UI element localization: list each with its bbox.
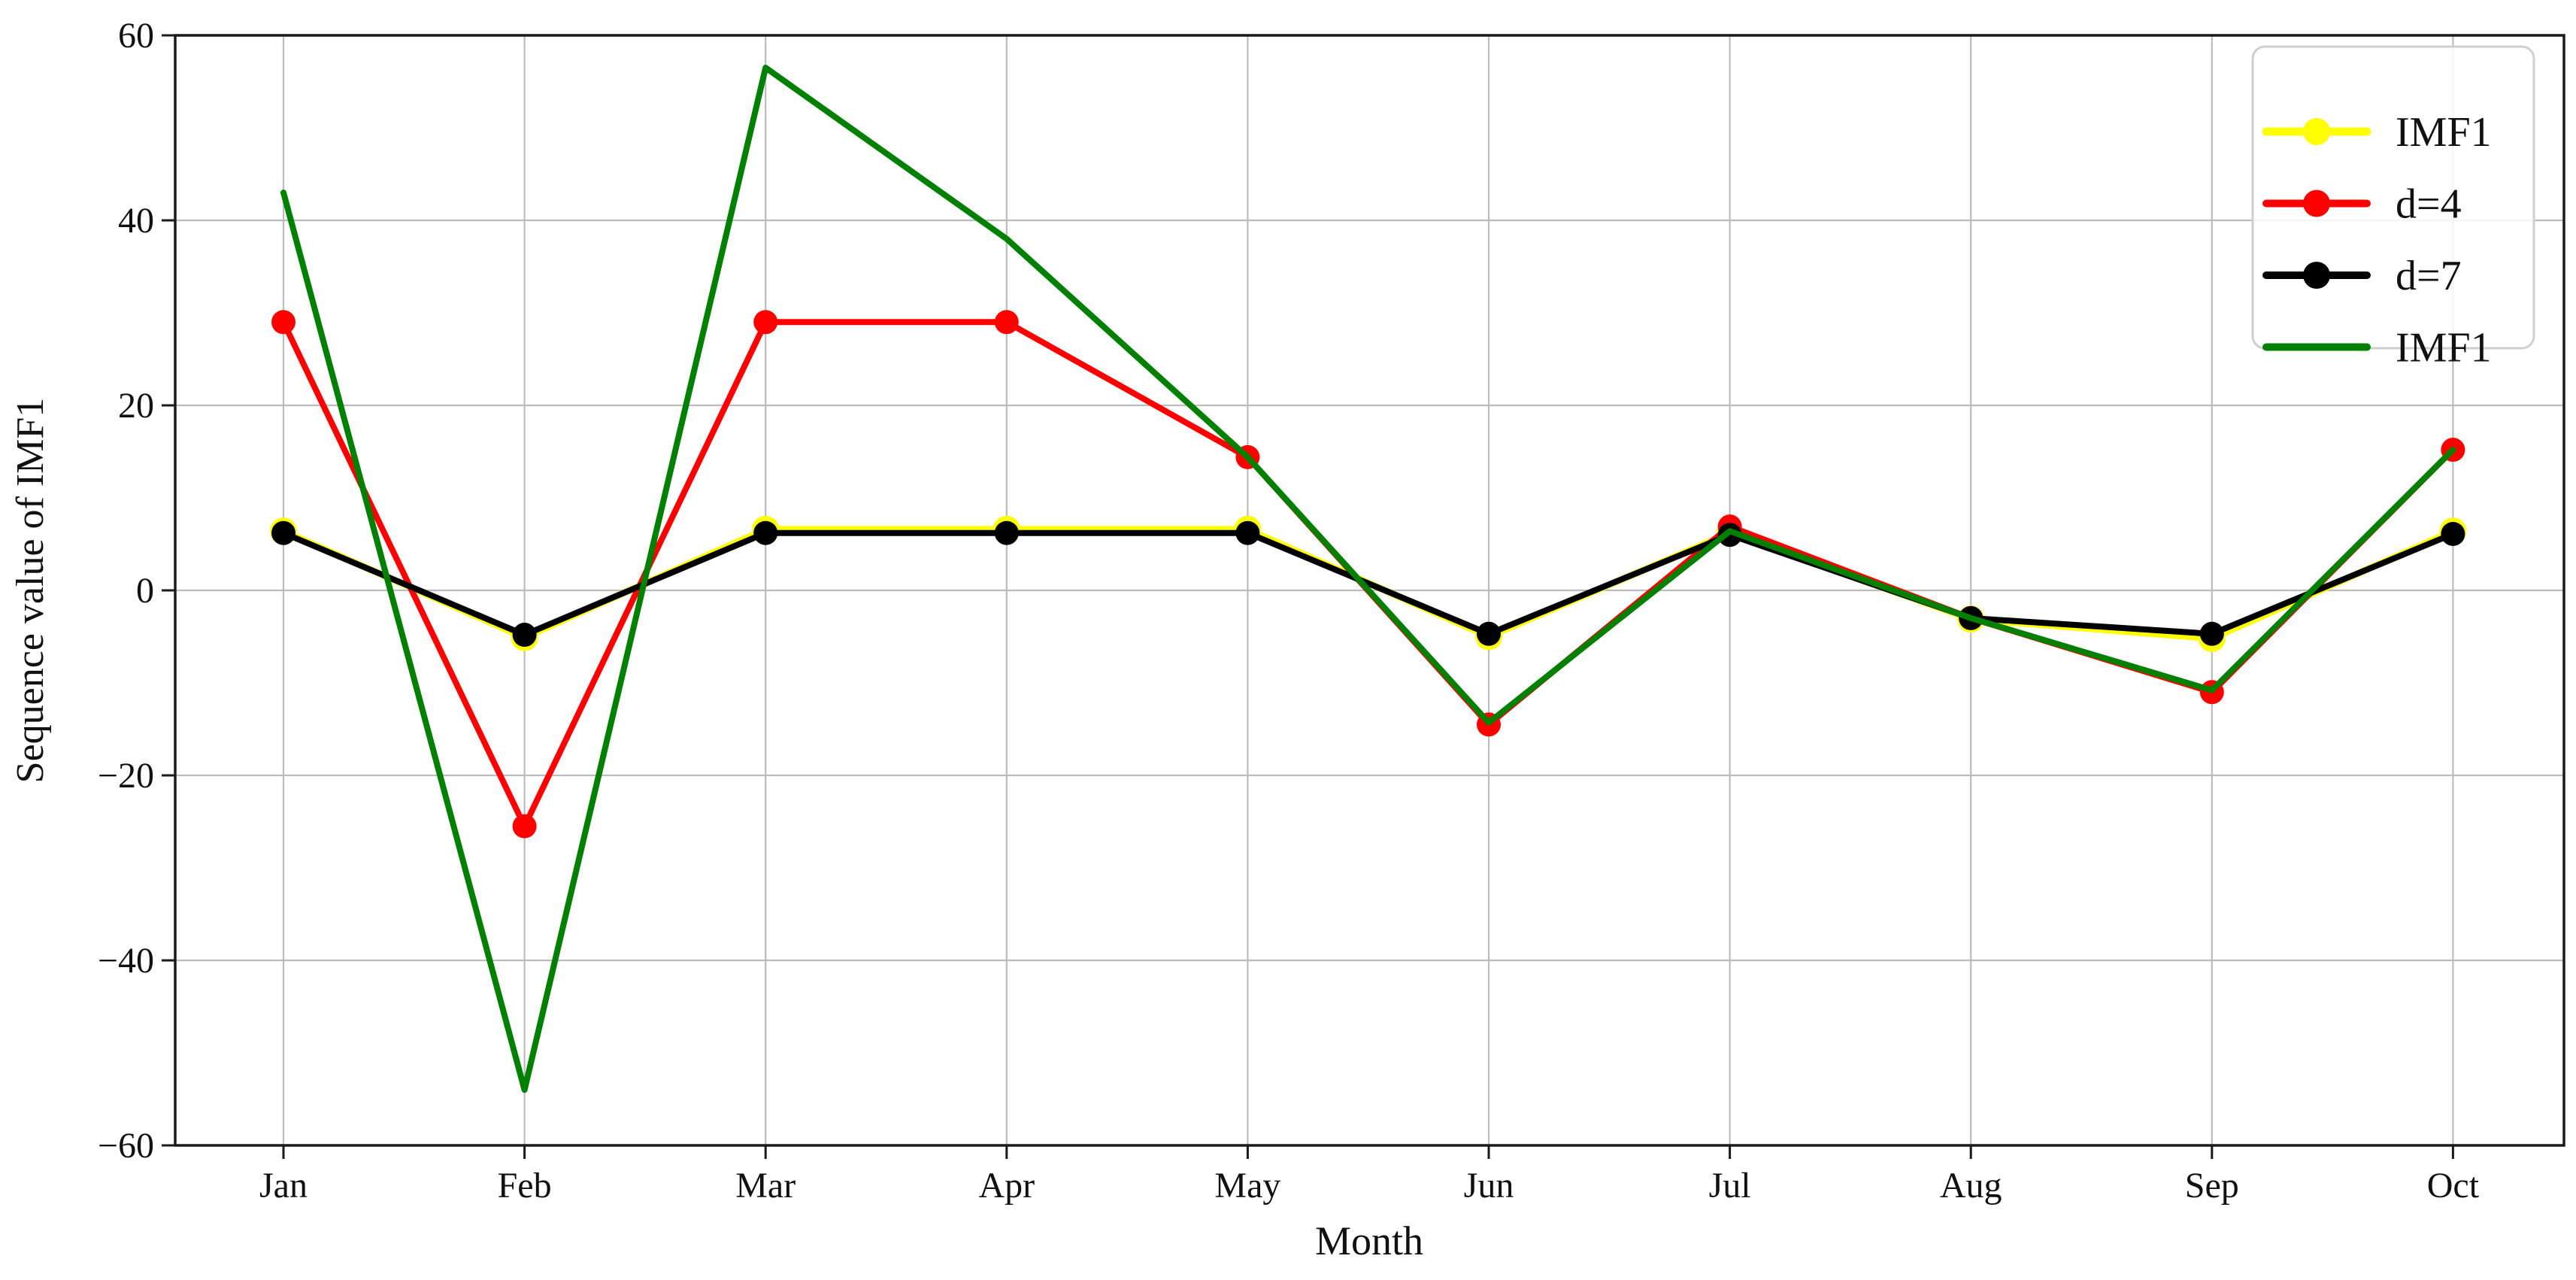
series-marker-d4-1-apr (994, 310, 1019, 335)
y-tick-label-20: 20 (118, 386, 154, 426)
legend-sample-marker-d4-1 (2303, 190, 2330, 217)
x-tick-label-jun: Jun (1464, 1166, 1514, 1206)
series-marker-d7-2-oct (2441, 521, 2465, 546)
y-tick-label--60: −60 (98, 1126, 154, 1166)
axes-layer (162, 34, 2565, 1159)
series-layer (270, 65, 2467, 1093)
x-tick-label-jan: Jan (259, 1166, 308, 1206)
legend-label-d7-2: d=7 (2396, 253, 2462, 299)
x-tick-label-jul: Jul (1709, 1166, 1751, 1206)
series-marker-d7-2-jan (271, 520, 295, 545)
series-marker-d4-1-jan (271, 310, 295, 335)
series-line-imf1-3 (280, 65, 2456, 1093)
series-marker-d7-2-sep (2199, 621, 2224, 646)
y-tick-label--40: −40 (98, 941, 154, 981)
series-marker-d4-1-feb (512, 814, 537, 839)
series-marker-d7-2-may (1235, 520, 1260, 545)
x-axis-label: Month (1315, 1218, 1423, 1263)
series-marker-d7-2-apr (994, 520, 1019, 545)
x-tick-label-apr: Apr (978, 1166, 1035, 1206)
y-axis-label: Sequence value of IMF1 (9, 398, 52, 784)
legend-label-d4-1: d=4 (2396, 181, 2462, 228)
y-tick-label-40: 40 (118, 201, 154, 241)
legend-label-imf1-0: IMF1 (2396, 109, 2492, 156)
legend-sample-marker-imf1-0 (2303, 118, 2330, 145)
series-line-d7-2 (280, 529, 2456, 638)
x-tick-label-oct: Oct (2427, 1166, 2480, 1206)
tick-labels-layer: Jan Feb Mar Apr May Jun Jul Aug Sep Oct 60 40 20 0 −20… (98, 16, 2480, 1206)
series-marker-d4-1-mar (753, 310, 778, 335)
series-marker-d7-2-feb (512, 623, 537, 648)
series-marker-d7-2-jun (1477, 621, 1501, 646)
legend: IMF1 d=4 d=7 IMF1 (2251, 45, 2535, 372)
x-tick-label-mar: Mar (735, 1166, 796, 1206)
x-tick-label-sep: Sep (2185, 1166, 2239, 1206)
legend-box (2251, 45, 2535, 350)
x-tick-label-aug: Aug (1940, 1166, 2002, 1206)
series-line-d4-1 (280, 319, 2456, 830)
series-marker-d7-2-mar (753, 520, 778, 545)
legend-sample-marker-d7-2 (2303, 262, 2330, 289)
y-tick-label-0: 0 (136, 571, 154, 611)
x-tick-label-may: May (1214, 1166, 1280, 1206)
legend-label-imf1-3: IMF1 (2396, 325, 2492, 372)
x-tick-label-feb: Feb (498, 1166, 552, 1206)
y-tick-label-60: 60 (118, 16, 154, 56)
y-tick-label--20: −20 (98, 756, 154, 796)
